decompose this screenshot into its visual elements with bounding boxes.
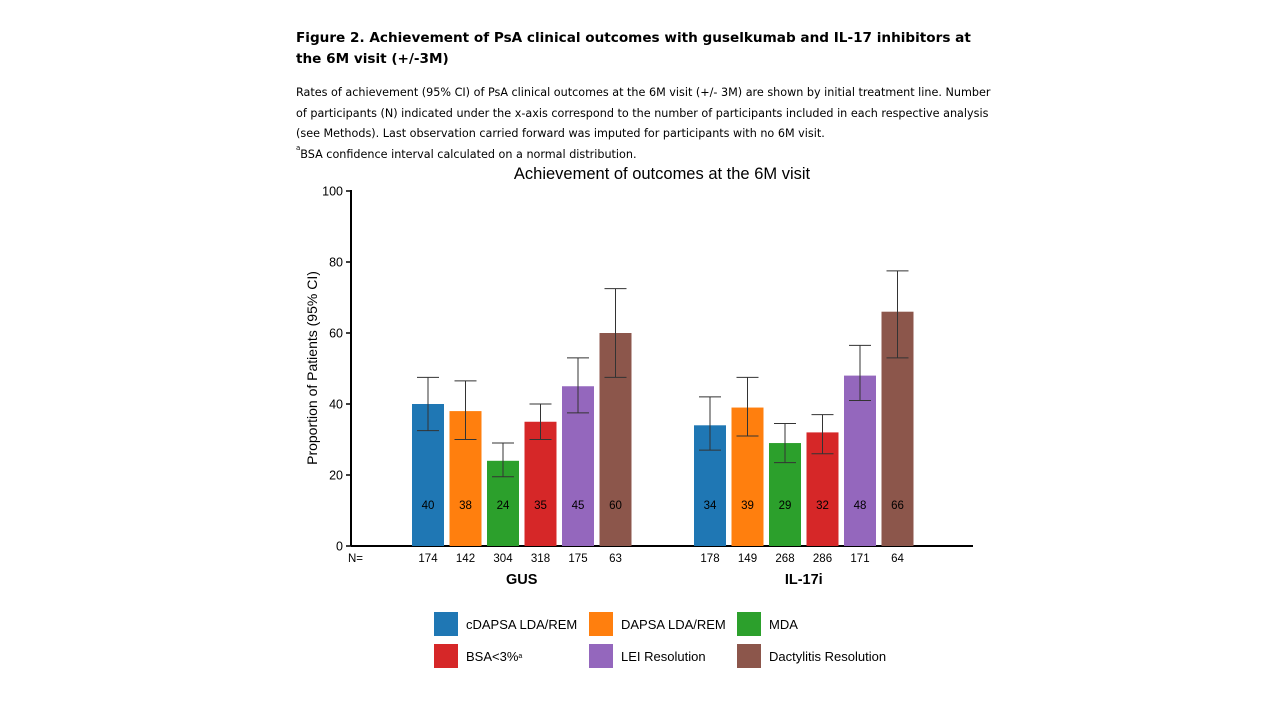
n-value: 268 — [775, 553, 794, 565]
data-label: 35 — [534, 500, 547, 512]
legend-swatch — [589, 644, 613, 668]
n-value: 286 — [813, 553, 832, 565]
data-label: 45 — [572, 500, 585, 512]
group-label: GUS — [506, 572, 538, 588]
y-tick-label: 0 — [336, 540, 343, 554]
legend-item: BSA<3% a — [434, 644, 522, 668]
legend-swatch — [434, 612, 458, 636]
legend-label: MDA — [769, 616, 798, 632]
y-tick-label: 40 — [329, 398, 343, 412]
data-label: 38 — [459, 500, 472, 512]
data-label: 48 — [854, 500, 867, 512]
y-tick-label: 20 — [329, 469, 343, 483]
legend-label: DAPSA LDA/REM — [621, 616, 726, 632]
y-tick-label: 100 — [322, 185, 343, 199]
y-tick-label: 60 — [329, 327, 343, 341]
group-label: IL-17i — [785, 572, 823, 588]
data-label: 60 — [609, 500, 622, 512]
n-value: 63 — [609, 553, 622, 565]
legend-swatch — [737, 612, 761, 636]
n-value: 318 — [531, 553, 550, 565]
n-value: 171 — [850, 553, 869, 565]
legend-item: cDAPSA LDA/REM — [434, 612, 577, 636]
y-tick-label: 80 — [329, 256, 343, 270]
legend-item: MDA — [737, 612, 798, 636]
bar — [524, 421, 557, 546]
data-label: 29 — [779, 500, 792, 512]
legend-label: LEI Resolution — [621, 648, 706, 664]
n-value: 64 — [891, 553, 904, 565]
y-axis-label: Proportion of Patients (95% CI) — [304, 271, 320, 465]
caption-footnote-text: BSA confidence interval calculated on a … — [300, 147, 637, 161]
data-label: 39 — [741, 500, 754, 512]
caption-footnote-marker: a — [296, 143, 301, 152]
bar — [844, 375, 876, 546]
legend-label: BSA<3% — [466, 648, 519, 664]
legend-superscript: a — [518, 652, 523, 660]
n-value: 178 — [700, 553, 719, 565]
n-value: 142 — [456, 553, 475, 565]
legend-item: LEI Resolution — [589, 644, 706, 668]
figure-caption: Rates of achievement (95% CI) of PsA cli… — [296, 83, 996, 165]
n-value: 149 — [738, 553, 757, 565]
data-label: 34 — [704, 500, 717, 512]
chart-title: Achievement of outcomes at the 6M visit — [514, 165, 811, 183]
legend-label: cDAPSA LDA/REM — [466, 616, 578, 632]
data-label: 24 — [497, 500, 510, 512]
data-label: 32 — [816, 500, 829, 512]
caption-main-text: Rates of achievement (95% CI) of PsA cli… — [296, 86, 991, 140]
n-label: N= — [348, 553, 363, 565]
legend-item: DAPSA LDA/REM — [589, 612, 726, 636]
data-label: 66 — [891, 500, 904, 512]
legend-swatch — [737, 644, 761, 668]
legend-label: Dactylitis Resolution — [769, 648, 887, 664]
legend-item: Dactylitis Resolution — [737, 644, 886, 668]
legend-swatch — [434, 644, 458, 668]
figure-title: Figure 2. Achievement of PsA clinical ou… — [296, 30, 971, 67]
legend-swatch — [589, 612, 613, 636]
data-label: 40 — [422, 500, 435, 512]
n-value: 174 — [418, 553, 438, 565]
chart-legend: cDAPSA LDA/REM DAPSA LDA/REM MDA BSA<3% a LEI… — [434, 611, 934, 671]
n-value: 304 — [493, 553, 513, 565]
n-value: 175 — [568, 553, 587, 565]
